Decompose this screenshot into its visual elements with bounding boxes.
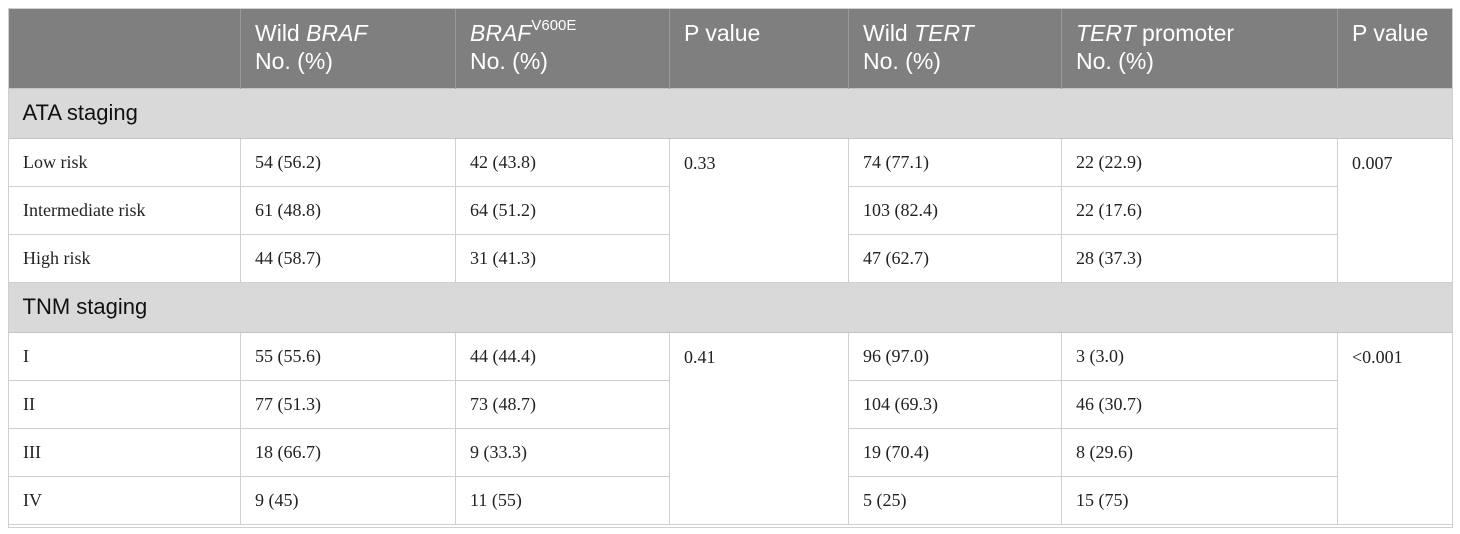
header-tert-promoter: TERT promoter No. (%) xyxy=(1061,8,1338,88)
table-row: High risk 44 (58.7) 31 (41.3) 47 (62.7) … xyxy=(8,233,1453,283)
header-row: Wild BRAF No. (%) BRAFV600E No. (%) P va… xyxy=(8,8,1453,88)
braf-v600e-cell: 9 (33.3) xyxy=(455,427,670,477)
row-label: II xyxy=(8,379,241,429)
wild-tert-cell: 19 (70.4) xyxy=(848,427,1062,477)
header-wild-braf: Wild BRAF No. (%) xyxy=(240,8,456,88)
tert-promoter-cell: 3 (3.0) xyxy=(1061,331,1338,381)
results-table: Wild BRAF No. (%) BRAFV600E No. (%) P va… xyxy=(8,8,1453,525)
section-row-ata: ATA staging xyxy=(8,87,1453,139)
tert-p-value-cell: 0.007 xyxy=(1337,137,1453,283)
tert-promoter-cell: 28 (37.3) xyxy=(1061,233,1338,283)
wild-braf-cell: 44 (58.7) xyxy=(240,233,456,283)
header-braf-v600e: BRAFV600E No. (%) xyxy=(455,8,670,88)
header-wild-tert: Wild TERT No. (%) xyxy=(848,8,1062,88)
braf-v600e-cell: 64 (51.2) xyxy=(455,185,670,235)
braf-v600e-cell: 42 (43.8) xyxy=(455,137,670,187)
wild-tert-cell: 74 (77.1) xyxy=(848,137,1062,187)
wild-braf-cell: 54 (56.2) xyxy=(240,137,456,187)
section-row-tnm: TNM staging xyxy=(8,281,1453,333)
table-row: IV 9 (45) 11 (55) 5 (25) 15 (75) xyxy=(8,475,1453,525)
wild-tert-cell: 96 (97.0) xyxy=(848,331,1062,381)
wild-tert-cell: 104 (69.3) xyxy=(848,379,1062,429)
tert-promoter-cell: 15 (75) xyxy=(1061,475,1338,525)
tert-promoter-cell: 46 (30.7) xyxy=(1061,379,1338,429)
braf-v600e-cell: 44 (44.4) xyxy=(455,331,670,381)
section-title: TNM staging xyxy=(8,281,1453,333)
table-row: III 18 (66.7) 9 (33.3) 19 (70.4) 8 (29.6… xyxy=(8,427,1453,477)
row-label: IV xyxy=(8,475,241,525)
tert-promoter-cell: 22 (17.6) xyxy=(1061,185,1338,235)
braf-v600e-cell: 11 (55) xyxy=(455,475,670,525)
wild-tert-cell: 103 (82.4) xyxy=(848,185,1062,235)
row-label: High risk xyxy=(8,233,241,283)
table-row: I 55 (55.6) 44 (44.4) 0.41 96 (97.0) 3 (… xyxy=(8,331,1453,525)
header-empty xyxy=(8,8,241,88)
header-tert-p-value: P value xyxy=(1337,8,1453,88)
tert-promoter-cell: 8 (29.6) xyxy=(1061,427,1338,477)
row-label: III xyxy=(8,427,241,477)
header-braf-p-value: P value xyxy=(669,8,849,88)
braf-v600e-cell: 73 (48.7) xyxy=(455,379,670,429)
tert-promoter-cell: 22 (22.9) xyxy=(1061,137,1338,187)
braf-v600e-cell: 31 (41.3) xyxy=(455,233,670,283)
row-label: I xyxy=(8,331,241,381)
row-label: Intermediate risk xyxy=(8,185,241,235)
table-row: Intermediate risk 61 (48.8) 64 (51.2) 10… xyxy=(8,185,1453,235)
table-row: II 77 (51.3) 73 (48.7) 104 (69.3) 46 (30… xyxy=(8,379,1453,429)
wild-braf-cell: 18 (66.7) xyxy=(240,427,456,477)
wild-braf-cell: 61 (48.8) xyxy=(240,185,456,235)
wild-braf-cell: 77 (51.3) xyxy=(240,379,456,429)
row-label: Low risk xyxy=(8,137,241,187)
table-row: Low risk 54 (56.2) 42 (43.8) 0.33 74 (77… xyxy=(8,137,1453,283)
braf-p-value-cell: 0.41 xyxy=(669,331,849,525)
wild-tert-cell: 5 (25) xyxy=(848,475,1062,525)
wild-braf-cell: 9 (45) xyxy=(240,475,456,525)
wild-tert-cell: 47 (62.7) xyxy=(848,233,1062,283)
braf-p-value-cell: 0.33 xyxy=(669,137,849,283)
tert-p-value-cell: <0.001 xyxy=(1337,331,1453,525)
section-title: ATA staging xyxy=(8,87,1453,139)
wild-braf-cell: 55 (55.6) xyxy=(240,331,456,381)
